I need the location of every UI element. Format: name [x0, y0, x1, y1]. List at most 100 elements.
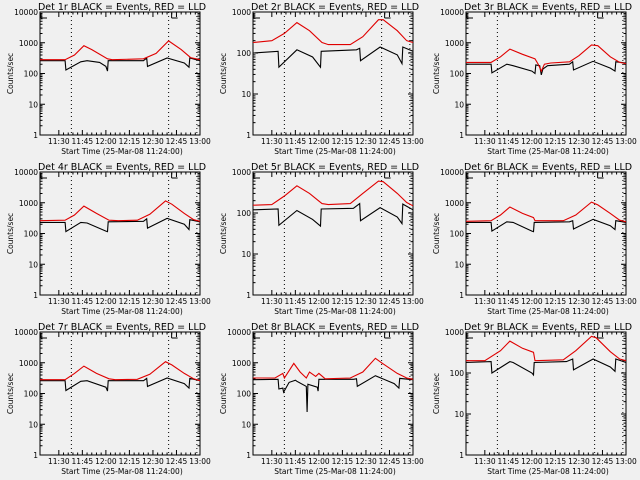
plot-frame: [252, 331, 414, 456]
x-tick-label: 12:15: [332, 297, 354, 306]
x-tick-label: 11:30: [48, 457, 70, 466]
series-lld: [40, 40, 201, 61]
chart-title: Det 2r BLACK = Events, RED = LLD: [251, 2, 419, 13]
chart-panel-7: Det 7r BLACK = Events, RED = LLD 1 10 100 10…: [6, 322, 211, 476]
x-tick-label: 13:00: [615, 297, 637, 306]
x-tick-label: 12:00: [95, 297, 117, 306]
y-tick-label: 1000: [232, 359, 251, 368]
series-lld: [39, 200, 201, 222]
x-tick-label: 11:45: [498, 297, 520, 306]
y-tick-label: 100: [237, 390, 252, 399]
x-tick-label: 12:15: [545, 137, 567, 146]
x-axis-label: Start Time (25-Mar-08 11:24:00): [274, 147, 396, 156]
x-tick-label: 12:30: [355, 137, 377, 146]
x-tick-label: 13:00: [189, 137, 211, 146]
y-tick-label: 1000: [19, 359, 38, 368]
x-tick-label: 12:30: [142, 297, 164, 306]
x-axis-label: Start Time (25-Mar-08 11:24:00): [487, 467, 609, 476]
chart-panel-1: Det 1r BLACK = Events, RED = LLD 1 10 100 10…: [6, 2, 211, 156]
interval-bracket: [597, 173, 604, 179]
y-axis-label: Counts/sec: [432, 373, 441, 414]
y-tick-label: 1000: [232, 8, 251, 17]
series-lld: [466, 44, 627, 73]
x-tick-label: 12:15: [332, 457, 354, 466]
interval-bracket: [171, 13, 178, 19]
x-axis-label: Start Time (25-Mar-08 11:24:00): [61, 147, 183, 156]
y-tick-label: 10000: [14, 8, 38, 17]
x-tick-label: 11:30: [48, 137, 70, 146]
series-events: [40, 377, 201, 392]
x-tick-label: 12:30: [568, 457, 590, 466]
x-tick-label: 12:00: [95, 137, 117, 146]
y-tick-label: 1: [246, 291, 251, 300]
interval-bracket: [597, 333, 604, 339]
y-tick-label: 10: [241, 420, 251, 429]
interval-bracket: [40, 333, 47, 339]
interval-bracket: [466, 13, 473, 19]
chart-panel-2: Det 2r BLACK = Events, RED = LLD 1 10 100 10…: [219, 2, 424, 156]
series-events: [40, 56, 201, 72]
interval-bracket: [384, 173, 391, 179]
y-tick-label: 10: [454, 410, 464, 419]
x-tick-label: 12:00: [521, 297, 543, 306]
chart-title: Det 6r BLACK = Events, RED = LLD: [464, 162, 632, 173]
y-axis-label: Counts/sec: [432, 53, 441, 94]
y-tick-label: 10: [28, 420, 38, 429]
chart-panel-6: Det 6r BLACK = Events, RED = LLD 1 10 100 10…: [432, 162, 637, 316]
x-tick-label: 12:45: [379, 457, 401, 466]
x-tick-label: 12:00: [95, 457, 117, 466]
interval-bracket: [384, 333, 391, 339]
series-events: [466, 60, 627, 76]
series-lld: [253, 357, 414, 380]
y-tick-label: 10: [454, 260, 464, 269]
y-tick-label: 1: [246, 451, 251, 460]
chart-title: Det 7r BLACK = Events, RED = LLD: [38, 322, 206, 333]
y-tick-label: 1000: [445, 328, 464, 337]
x-tick-label: 12:45: [592, 457, 614, 466]
y-tick-label: 1000: [19, 199, 38, 208]
interval-bracket: [171, 333, 178, 339]
y-tick-label: 100: [24, 390, 39, 399]
y-axis-label: Counts/sec: [6, 213, 15, 254]
y-tick-label: 10: [28, 260, 38, 269]
x-tick-label: 11:30: [261, 457, 283, 466]
x-tick-label: 13:00: [615, 137, 637, 146]
chart-title: Det 1r BLACK = Events, RED = LLD: [38, 2, 206, 13]
interval-bracket: [40, 173, 47, 179]
plot-frame: [252, 11, 414, 136]
y-axis-label: Counts/sec: [219, 53, 228, 94]
x-tick-label: 12:30: [355, 457, 377, 466]
series-lld: [40, 361, 201, 382]
y-tick-label: 1000: [232, 168, 251, 177]
y-tick-label: 1: [246, 131, 251, 140]
x-tick-label: 13:00: [402, 297, 424, 306]
series-events: [252, 202, 414, 228]
series-events: [252, 46, 414, 69]
x-tick-label: 12:30: [568, 297, 590, 306]
y-tick-label: 10: [241, 250, 251, 259]
chart-title: Det 9r BLACK = Events, RED = LLD: [464, 322, 632, 333]
interval-bracket: [466, 333, 473, 339]
x-tick-label: 12:15: [545, 297, 567, 306]
plot-frame: [465, 331, 627, 456]
y-tick-label: 1: [33, 291, 38, 300]
chart-panel-5: Det 5r BLACK = Events, RED = LLD 1 10 100 10…: [219, 162, 424, 316]
x-tick-label: 12:00: [521, 137, 543, 146]
y-tick-label: 10000: [14, 328, 38, 337]
x-tick-label: 12:30: [568, 137, 590, 146]
x-tick-label: 11:45: [285, 457, 307, 466]
y-tick-label: 10: [454, 100, 464, 109]
x-axis-label: Start Time (25-Mar-08 11:24:00): [61, 307, 183, 316]
x-tick-label: 12:45: [166, 137, 188, 146]
x-tick-label: 12:45: [379, 137, 401, 146]
y-tick-label: 100: [450, 369, 465, 378]
y-tick-label: 10000: [440, 168, 464, 177]
y-tick-label: 10000: [227, 328, 251, 337]
x-axis-label: Start Time (25-Mar-08 11:24:00): [487, 147, 609, 156]
series-events: [466, 218, 627, 233]
y-tick-label: 1000: [445, 199, 464, 208]
x-tick-label: 11:30: [474, 457, 496, 466]
plot-frame: [465, 171, 627, 296]
y-tick-label: 1000: [19, 39, 38, 48]
x-tick-label: 12:45: [592, 137, 614, 146]
